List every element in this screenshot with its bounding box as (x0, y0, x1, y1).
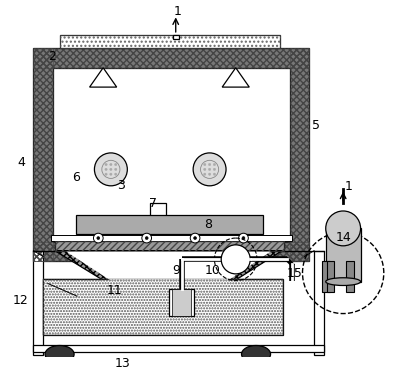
Bar (55, 241, 284, 251)
Ellipse shape (45, 345, 74, 363)
Bar (51, 235, 292, 241)
Bar (34, 345, 324, 352)
Text: 15: 15 (287, 268, 303, 280)
Circle shape (213, 173, 216, 175)
Bar (56, 345, 64, 349)
Bar (326, 228, 361, 282)
Circle shape (221, 245, 250, 274)
Circle shape (209, 173, 211, 175)
Circle shape (213, 168, 216, 170)
Bar (172, 289, 191, 317)
Text: 11: 11 (107, 284, 122, 297)
Bar (60, 35, 280, 48)
Text: 12: 12 (13, 293, 29, 307)
Text: 7: 7 (149, 197, 158, 210)
Text: 5: 5 (312, 119, 320, 132)
Text: 14: 14 (335, 231, 351, 244)
Circle shape (203, 168, 206, 170)
Bar (173, 35, 179, 39)
Text: 1: 1 (345, 180, 353, 193)
Bar (169, 289, 194, 317)
Bar (76, 215, 263, 234)
Circle shape (115, 163, 117, 166)
Polygon shape (222, 68, 249, 87)
Circle shape (213, 163, 216, 166)
Ellipse shape (326, 211, 361, 246)
Bar (60, 35, 280, 48)
Text: 10: 10 (205, 265, 220, 277)
Circle shape (142, 233, 152, 243)
Bar (34, 48, 309, 68)
Ellipse shape (241, 345, 271, 363)
Circle shape (193, 153, 226, 186)
Bar (346, 261, 354, 292)
Text: 1: 1 (174, 5, 182, 18)
Text: 4: 4 (17, 156, 25, 169)
Circle shape (242, 237, 245, 239)
Bar (53, 68, 290, 242)
Bar (252, 345, 260, 349)
Bar (327, 261, 335, 292)
Bar (322, 261, 329, 292)
Text: 13: 13 (115, 358, 130, 369)
Bar (34, 48, 309, 261)
Circle shape (145, 237, 148, 239)
Circle shape (110, 163, 112, 166)
Circle shape (209, 163, 211, 166)
Circle shape (203, 173, 206, 175)
Circle shape (239, 233, 248, 243)
Circle shape (105, 173, 107, 175)
Ellipse shape (326, 278, 361, 286)
Polygon shape (55, 251, 282, 290)
Bar (34, 48, 53, 261)
Circle shape (115, 173, 117, 175)
Bar (34, 242, 309, 261)
Circle shape (115, 168, 117, 170)
Text: 2: 2 (48, 50, 56, 63)
Circle shape (110, 173, 112, 175)
Circle shape (203, 163, 206, 166)
Bar (314, 251, 324, 355)
Bar (150, 203, 166, 220)
Circle shape (105, 163, 107, 166)
Bar (43, 279, 283, 335)
Bar (55, 241, 284, 251)
Bar (290, 48, 309, 261)
Circle shape (194, 237, 197, 239)
Circle shape (190, 233, 200, 243)
Bar (34, 251, 43, 355)
Circle shape (97, 237, 100, 239)
Circle shape (209, 168, 211, 170)
Text: 3: 3 (117, 179, 124, 192)
Polygon shape (90, 68, 117, 87)
Text: 8: 8 (204, 218, 212, 231)
Circle shape (110, 168, 112, 170)
Circle shape (94, 153, 127, 186)
Circle shape (94, 233, 103, 243)
Text: 9: 9 (172, 265, 180, 277)
Bar (43, 279, 283, 335)
Text: 6: 6 (72, 170, 80, 184)
Polygon shape (66, 252, 271, 289)
Circle shape (105, 168, 107, 170)
